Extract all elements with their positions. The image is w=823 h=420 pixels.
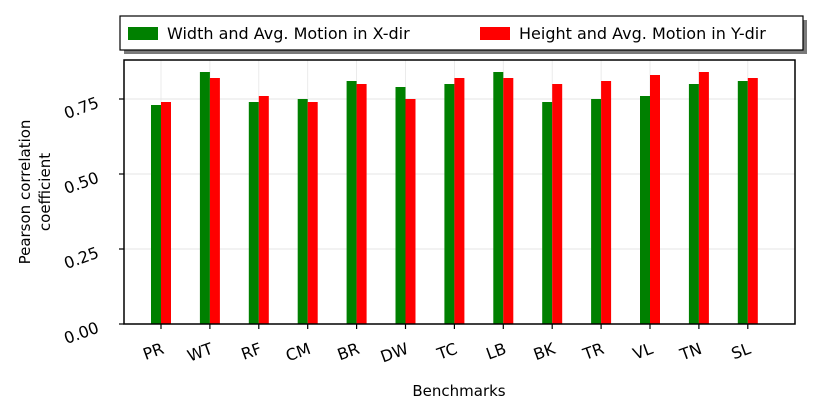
y-tick-label: 0.25 (61, 243, 101, 273)
bar-width-x-bk (542, 102, 553, 324)
bar-width-x-tn (688, 84, 699, 324)
bar-height-y-wt (209, 78, 220, 324)
y-axis-title-line-2: coefficient (36, 153, 54, 231)
bar-width-x-tr (591, 99, 602, 324)
x-axis-ticks: PR WT RF CM BR DW TC LB BK TR VL TN SL (140, 324, 753, 366)
bar-height-y-tn (698, 72, 709, 324)
bar-width-x-dw (395, 87, 406, 324)
x-tick-label-cm: CM (283, 339, 313, 365)
bar-width-x-wt (199, 72, 210, 324)
bar-height-y-br (356, 84, 367, 324)
bar-height-y-tr (601, 81, 612, 324)
legend: Width and Avg. Motion in X-dir Height an… (119, 15, 807, 54)
bar-width-x-br (346, 81, 357, 324)
x-tick-label-wt: WT (185, 339, 216, 366)
x-tick-label-rf: RF (239, 339, 265, 364)
bar-width-x-pr (151, 105, 161, 324)
legend-label-height-y: Height and Avg. Motion in Y-dir (519, 24, 766, 43)
bar-height-y-cm (307, 102, 318, 324)
y-tick-label: 0.75 (61, 93, 101, 123)
x-tick-label-tr: TR (579, 339, 606, 364)
x-tick-label-tc: TC (434, 339, 460, 364)
x-tick-label-dw: DW (378, 339, 411, 367)
x-tick-label-pr: PR (140, 339, 166, 364)
bar-height-y-bk (552, 84, 563, 324)
bar-height-y-sl (747, 78, 758, 324)
y-tick-label: 0.00 (61, 318, 101, 348)
x-tick-label-vl: VL (630, 339, 655, 364)
bar-height-y-tc (454, 78, 465, 324)
bar-width-x-cm (297, 99, 308, 324)
x-tick-label-lb: LB (483, 339, 508, 364)
bar-height-y-lb (503, 78, 514, 324)
y-axis-ticks: 0.00 0.25 0.50 0.75 (61, 93, 124, 348)
y-axis-title-line-1: Pearson correlation (16, 120, 34, 265)
y-axis-title: Pearson correlation coefficient (16, 120, 54, 265)
bar-height-y-pr (161, 102, 171, 324)
bar-height-y-vl (650, 75, 660, 324)
bar-height-y-dw (405, 99, 416, 324)
bar-width-x-sl (737, 81, 748, 324)
bar-width-x-vl (640, 96, 650, 324)
x-tick-label-sl: SL (729, 339, 753, 363)
bar-width-x-tc (444, 84, 455, 324)
x-axis-title: Benchmarks (412, 382, 505, 400)
bar-width-x-lb (493, 72, 504, 324)
x-tick-label-bk: BK (531, 339, 558, 364)
y-tick-label: 0.50 (61, 168, 101, 198)
legend-swatch-width-x (128, 27, 158, 40)
legend-box (119, 15, 804, 51)
x-tick-label-br: BR (335, 339, 362, 364)
x-tick-label-tn: TN (676, 339, 704, 365)
bar-width-x-rf (248, 102, 259, 324)
bar-height-y-rf (258, 96, 269, 324)
legend-swatch-height-y (480, 27, 510, 40)
plot-frame (123, 59, 796, 325)
legend-label-width-x: Width and Avg. Motion in X-dir (167, 24, 410, 43)
bars (151, 72, 758, 324)
